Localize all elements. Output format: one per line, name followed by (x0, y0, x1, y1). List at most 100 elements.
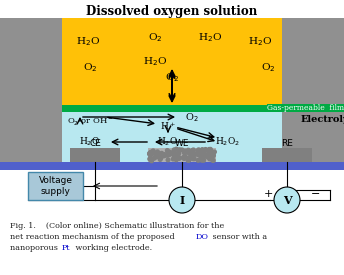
Circle shape (212, 150, 215, 154)
Circle shape (192, 148, 195, 152)
Circle shape (166, 158, 170, 162)
Circle shape (169, 151, 172, 154)
Circle shape (192, 156, 195, 159)
Circle shape (187, 156, 190, 160)
Circle shape (159, 156, 163, 160)
Text: DO: DO (196, 233, 209, 241)
Circle shape (212, 159, 215, 162)
Text: WE: WE (175, 139, 189, 147)
Circle shape (190, 154, 194, 158)
Circle shape (197, 148, 201, 152)
Text: O$_2$: O$_2$ (165, 72, 179, 84)
Bar (62, 112, 282, 164)
Text: working electrode.: working electrode. (73, 244, 152, 252)
Circle shape (183, 155, 186, 158)
Circle shape (165, 153, 169, 157)
Bar (0, 0, 344, 18)
Circle shape (207, 148, 211, 151)
Bar (0, 105, 62, 170)
Bar (62, 105, 344, 112)
Circle shape (149, 150, 152, 154)
Circle shape (158, 156, 162, 160)
Text: nanoporous: nanoporous (10, 244, 61, 252)
Text: I: I (179, 194, 185, 205)
Text: sensor with a: sensor with a (210, 233, 267, 241)
Circle shape (203, 149, 206, 152)
Circle shape (203, 153, 207, 156)
Circle shape (193, 152, 197, 156)
Text: H$_2$O: H$_2$O (76, 35, 100, 48)
Circle shape (186, 158, 190, 162)
Circle shape (187, 151, 191, 154)
Circle shape (198, 158, 202, 161)
Circle shape (172, 148, 176, 152)
Circle shape (210, 155, 214, 159)
Circle shape (191, 153, 195, 156)
Text: Voltage
supply: Voltage supply (39, 176, 73, 196)
Bar (0, 18, 62, 108)
Bar (0, 162, 344, 170)
Text: −: − (311, 189, 321, 199)
Circle shape (198, 151, 202, 155)
Circle shape (197, 149, 201, 153)
Text: H$_2$O: H$_2$O (79, 136, 100, 148)
Circle shape (191, 157, 195, 161)
Circle shape (211, 159, 215, 162)
Text: O$_2$ or OH$^-$: O$_2$ or OH$^-$ (66, 116, 114, 128)
Bar (70, 148, 120, 162)
Circle shape (150, 158, 153, 161)
Text: Fig. 1.    (Color online) Schematic illustration for the: Fig. 1. (Color online) Schematic illustr… (10, 222, 224, 230)
Text: RE: RE (281, 139, 293, 147)
Circle shape (212, 154, 215, 157)
Circle shape (176, 156, 180, 160)
Circle shape (191, 152, 194, 155)
Circle shape (165, 153, 169, 156)
Circle shape (207, 149, 211, 152)
Circle shape (199, 149, 203, 153)
Circle shape (200, 156, 203, 160)
Circle shape (192, 157, 196, 160)
Circle shape (162, 154, 166, 157)
Circle shape (196, 159, 200, 162)
Circle shape (163, 153, 166, 156)
Circle shape (189, 153, 193, 157)
Circle shape (203, 149, 207, 153)
Circle shape (165, 149, 169, 152)
Circle shape (202, 154, 205, 158)
Circle shape (166, 153, 170, 157)
Circle shape (178, 156, 181, 160)
Circle shape (200, 158, 204, 162)
Text: H$_2$O: H$_2$O (248, 35, 272, 48)
Circle shape (175, 154, 179, 158)
Text: +: + (263, 189, 273, 199)
Circle shape (168, 150, 171, 154)
Circle shape (150, 159, 153, 163)
Circle shape (201, 155, 205, 158)
Circle shape (175, 147, 178, 151)
Text: Electrolyte: Electrolyte (300, 116, 344, 125)
Text: O$_2$: O$_2$ (148, 32, 162, 44)
Circle shape (187, 158, 191, 161)
Bar (62, 18, 282, 108)
Circle shape (156, 151, 160, 155)
Text: H$_2$O: H$_2$O (158, 136, 179, 148)
Circle shape (151, 149, 155, 153)
Text: H$_2$O$_2$: H$_2$O$_2$ (215, 136, 240, 148)
Circle shape (156, 151, 160, 155)
Text: O$_2$: O$_2$ (83, 62, 97, 75)
Circle shape (187, 159, 191, 162)
Circle shape (152, 152, 155, 155)
Circle shape (191, 149, 194, 152)
Circle shape (183, 151, 186, 155)
Text: Gas-permeable  film: Gas-permeable film (267, 104, 344, 112)
Circle shape (183, 149, 187, 153)
Circle shape (177, 152, 181, 155)
Circle shape (159, 153, 163, 157)
Circle shape (177, 156, 180, 160)
Circle shape (157, 155, 161, 159)
Circle shape (158, 152, 162, 156)
Circle shape (176, 156, 180, 160)
Circle shape (186, 148, 190, 152)
Text: Dissolved oxygen solution: Dissolved oxygen solution (86, 6, 258, 18)
Circle shape (274, 187, 300, 213)
